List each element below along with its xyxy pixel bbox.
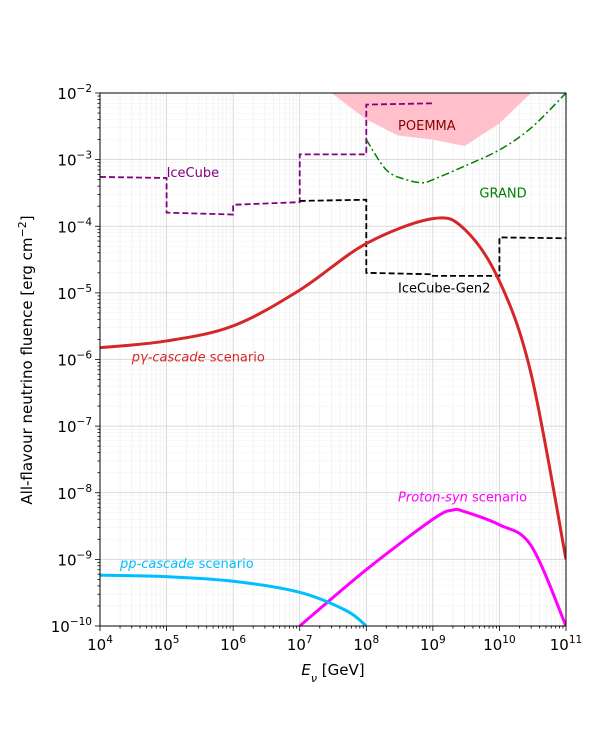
poemma-band bbox=[331, 93, 532, 147]
y-tick-label: 10−9 bbox=[57, 549, 92, 569]
y-tick-label: 10−8 bbox=[57, 483, 92, 503]
y-axis-label: All-flavour neutrino fluence [erg cm−2] bbox=[16, 215, 37, 504]
icecube-gen2-annotation: IceCube-Gen2 bbox=[398, 282, 490, 297]
proton-syn-scenario-line bbox=[298, 507, 566, 626]
grand-annotation: GRAND bbox=[479, 187, 526, 202]
icecube-gen2-line bbox=[299, 198, 566, 277]
y-tick-label: 10−4 bbox=[57, 216, 92, 236]
series-layer bbox=[100, 93, 566, 626]
y-tick-label: 10−3 bbox=[57, 150, 92, 170]
y-tick-label: 10−7 bbox=[57, 416, 92, 436]
x-axis-label: Eν [GeV] bbox=[301, 661, 364, 685]
x-tick-label: 108 bbox=[353, 634, 379, 654]
y-tick-label: 10−6 bbox=[57, 350, 92, 370]
y-tick-label: 10−2 bbox=[57, 83, 92, 103]
y-tick-label: 10−10 bbox=[51, 616, 92, 636]
pp-cascade-scenario-line bbox=[100, 573, 368, 626]
ticks: 104 105 106 107 108 109 1010 1011 10−10 10−9 10−8 1… bbox=[51, 83, 583, 654]
x-tick-label: 1011 bbox=[550, 634, 582, 654]
p-cascade-scenario-line bbox=[100, 216, 566, 560]
x-tick-label: 109 bbox=[420, 634, 446, 654]
proton-syn-annotation: Proton-syn scenario bbox=[398, 490, 527, 505]
pp-cascade-annotation: pp-cascade scenario bbox=[119, 557, 254, 572]
poemma-annotation: POEMMA bbox=[398, 119, 456, 134]
y-tick-label: 10−5 bbox=[57, 283, 92, 303]
x-tick-label: 105 bbox=[154, 634, 180, 654]
p-cascade-annotation: pγ-cascade scenario bbox=[131, 351, 265, 366]
icecube-line bbox=[100, 102, 433, 216]
grand-line bbox=[365, 93, 566, 184]
x-tick-label: 106 bbox=[220, 634, 246, 654]
x-tick-label: 104 bbox=[87, 634, 113, 654]
annotations: POEMMA IceCube GRAND IceCube-Gen2 pγ-cascade… bbox=[119, 119, 527, 572]
icecube-annotation: IceCube bbox=[167, 166, 220, 181]
x-tick-label: 1010 bbox=[483, 634, 515, 654]
x-tick-label: 107 bbox=[287, 634, 313, 654]
